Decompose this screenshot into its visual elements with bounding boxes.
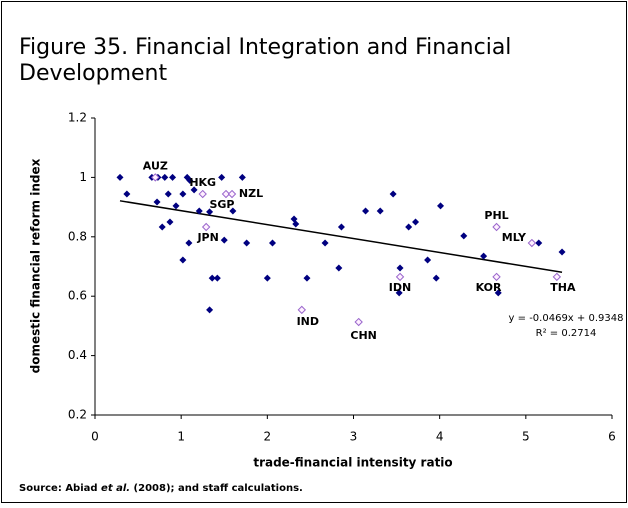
point (123, 190, 131, 198)
x-tick-label: 2 (264, 430, 272, 444)
point (335, 264, 343, 272)
point (166, 218, 174, 226)
point (179, 256, 187, 264)
y-tick-label: 0.8 (68, 229, 87, 243)
labeled-point (552, 272, 562, 282)
point (243, 239, 251, 247)
point (405, 223, 413, 231)
point (220, 236, 228, 244)
source-text: Source: Abiad (19, 483, 98, 494)
labeled-point (151, 173, 160, 182)
point-label: KOR (476, 281, 502, 294)
point (460, 232, 468, 240)
point (218, 173, 226, 181)
point (206, 208, 214, 216)
point (179, 190, 187, 198)
point (229, 207, 237, 215)
y-axis-label: domestic financial reform index (29, 158, 43, 373)
point (535, 239, 543, 247)
point (263, 274, 271, 282)
point-label: IND (297, 315, 319, 328)
point (412, 218, 420, 226)
point (480, 252, 488, 260)
x-tick-label: 1 (177, 430, 185, 444)
labeled-point (527, 238, 537, 248)
point (303, 274, 311, 282)
labeled-point (492, 222, 501, 232)
point (362, 207, 370, 215)
point (389, 190, 397, 198)
y-tick-label: 0.6 (68, 289, 87, 303)
point (161, 173, 169, 181)
labeled-point (297, 305, 307, 315)
point (116, 173, 124, 181)
x-axis-label: trade-financial intensity ratio (253, 456, 452, 470)
point (292, 220, 300, 228)
y-tick-label: 1 (79, 170, 87, 184)
x-tick-label: 4 (436, 430, 444, 444)
source-text: et al. (101, 483, 130, 494)
point-label: JPN (196, 231, 218, 244)
point (186, 176, 194, 184)
labeled-point (198, 189, 207, 199)
equation: y = -0.0469x + 0.9348 (509, 313, 624, 324)
y-tick-label: 0.2 (68, 408, 87, 422)
point (190, 186, 198, 194)
point-label: IDN (389, 281, 411, 294)
point (172, 202, 180, 210)
point (396, 264, 404, 272)
point (185, 239, 193, 247)
labeled-point (201, 222, 211, 232)
labeled-point (354, 317, 363, 327)
point-label: THA (550, 281, 576, 294)
point-label: PHL (484, 209, 508, 222)
point (437, 202, 445, 210)
labeled-point (492, 272, 501, 282)
point (238, 173, 246, 181)
y-tick-label: 1.2 (68, 111, 87, 125)
point (169, 173, 177, 181)
point (164, 190, 172, 198)
point (158, 223, 166, 231)
x-tick-label: 3 (350, 430, 358, 444)
point-label: SGP (209, 198, 234, 211)
point (321, 239, 329, 247)
chart-title: Figure 35. Financial Integration and Fin… (19, 35, 511, 60)
point-label: HKG (189, 176, 216, 189)
chart-title: Development (19, 61, 167, 86)
point (213, 274, 221, 282)
point (206, 306, 214, 314)
point (558, 248, 566, 256)
point (195, 207, 203, 215)
point-label: CHN (350, 329, 377, 342)
x-tick-label: 6 (608, 430, 616, 444)
trend-line (119, 200, 563, 274)
labeled-point (227, 189, 237, 199)
y-tick-label: 0.4 (68, 348, 87, 362)
source-note: Source: Abiad et al. (2008); and staff c… (19, 483, 303, 494)
point-label: MLY (502, 231, 527, 244)
r-squared: R² = 0.2714 (536, 328, 597, 339)
point (337, 223, 345, 231)
x-tick-label: 5 (522, 430, 530, 444)
labeled-point (221, 189, 231, 199)
point (208, 274, 216, 282)
point (432, 274, 440, 282)
point (269, 239, 277, 247)
point (153, 198, 161, 206)
point-label: AUZ (143, 159, 168, 172)
source-text: (2008); and staff calculations. (134, 483, 303, 494)
point-label: NZL (239, 187, 263, 200)
x-tick-label: 0 (91, 430, 99, 444)
point (494, 289, 502, 297)
point (376, 207, 384, 215)
point (424, 256, 432, 264)
labeled-point (395, 272, 405, 282)
point (395, 289, 403, 297)
